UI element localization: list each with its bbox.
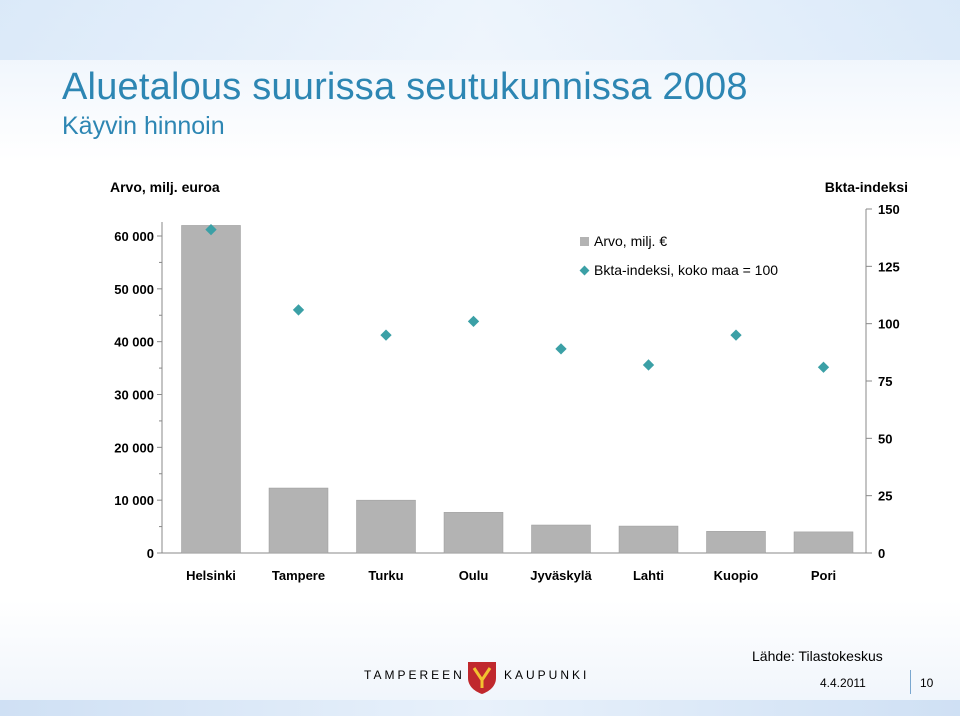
left-tick-label: 0 [147, 546, 154, 561]
footer-band [0, 700, 960, 716]
right-tick-label: 150 [878, 202, 900, 217]
bar [618, 525, 679, 554]
chart-svg: Arvo, milj. euroa Bkta-indeksi 0 10 000 20… [110, 179, 908, 583]
right-axis-title: Bkta-indeksi [825, 179, 908, 195]
index-point [555, 343, 567, 355]
footer-divider [910, 670, 911, 694]
right-tick-label: 75 [878, 374, 892, 389]
right-tick-label: 25 [878, 489, 892, 504]
index-series [205, 223, 830, 373]
category-label: Turku [368, 568, 403, 583]
index-point [292, 304, 305, 316]
index-point [380, 329, 392, 341]
chart: Arvo, milj. euroa Bkta-indeksi 0 10 000 20… [100, 170, 920, 590]
bar [181, 225, 241, 554]
left-tick-label: 40 000 [114, 335, 154, 350]
category-label: Jyväskylä [530, 568, 592, 583]
category-label: Pori [811, 568, 836, 583]
index-point [642, 359, 655, 371]
left-tick-label: 50 000 [114, 282, 154, 297]
category-label: Helsinki [186, 568, 236, 583]
right-axis: 0 25 50 75 100 125 150 [865, 202, 900, 561]
category-label: Oulu [459, 568, 489, 583]
slide-subtitle: Käyvin hinnoin [62, 112, 225, 140]
right-tick-label: 50 [878, 431, 892, 446]
left-tick-label: 30 000 [114, 388, 154, 403]
legend-label-index: Bkta-indeksi, koko maa = 100 [594, 262, 778, 278]
page-number: 10 [920, 676, 934, 690]
legend-swatch-bar [580, 237, 589, 246]
category-label: Kuopio [714, 568, 759, 583]
category-label: Tampere [272, 568, 325, 583]
legend-label-bar: Arvo, milj. € [594, 233, 667, 249]
right-tick-label: 125 [878, 259, 900, 274]
category-label: Lahti [633, 568, 664, 583]
source-note: Lähde: Tilastokeskus [752, 648, 883, 664]
index-point [467, 315, 480, 328]
left-tick-label: 10 000 [114, 493, 154, 508]
bar [443, 512, 504, 554]
left-tick-label: 20 000 [114, 440, 154, 455]
legend-swatch-index [579, 265, 590, 276]
slide-date: 4.4.2011 [820, 676, 866, 690]
left-tick-label: 60 000 [114, 229, 154, 244]
index-point [730, 329, 742, 341]
footer-city-word: KAUPUNKI [504, 668, 590, 682]
slide-title: Aluetalous suurissa seutukunnissa 2008 [62, 66, 748, 108]
right-tick-label: 0 [878, 546, 885, 561]
bar [793, 531, 854, 554]
legend: Arvo, milj. € Bkta-indeksi, koko maa = 1… [579, 233, 778, 278]
left-axis-title: Arvo, milj. euroa [110, 179, 220, 195]
bar-series [181, 225, 854, 554]
footer-city-name: TAMPEREEN [364, 668, 465, 682]
bar [706, 531, 766, 554]
right-tick-label: 100 [878, 317, 900, 332]
bar [356, 499, 416, 554]
tampere-crest-icon [468, 662, 496, 694]
index-point [817, 361, 830, 373]
header-band [0, 0, 960, 60]
category-labels: Helsinki Tampere Turku Oulu Jyväskylä Lahti Ku… [186, 568, 836, 583]
bar [268, 487, 329, 554]
bar [531, 524, 591, 554]
